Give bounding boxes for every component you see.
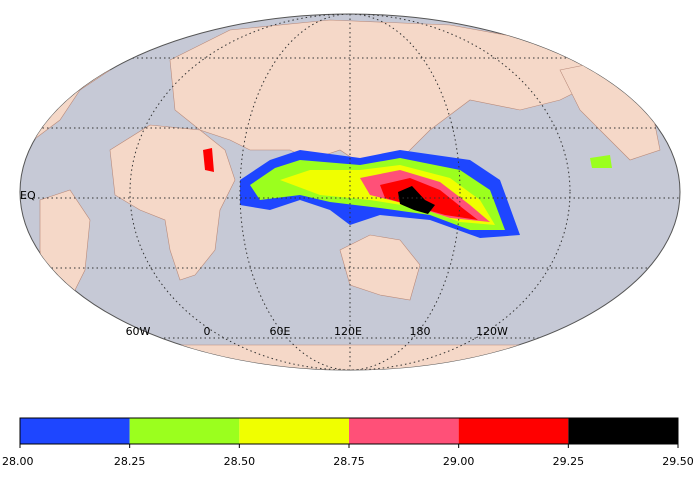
colorbar-segment bbox=[458, 418, 569, 444]
colorbar-segment bbox=[568, 418, 678, 444]
globe: EQ 60W 0 60E 120E 180 120W bbox=[19, 13, 681, 371]
sst-patch bbox=[380, 178, 478, 220]
sst-patch bbox=[590, 155, 612, 168]
colorbar-segment bbox=[349, 418, 459, 444]
longitude-label: 180 bbox=[410, 325, 431, 338]
colorbar-segment bbox=[20, 418, 130, 444]
sst-patch bbox=[398, 186, 435, 214]
colorbar-tick-label: 28.75 bbox=[333, 455, 365, 468]
colorbar-segment bbox=[239, 418, 349, 444]
longitude-label: 0 bbox=[204, 325, 211, 338]
colorbar: 28.00 28.25 28.50 28.75 29.00 29.25 29.50 bbox=[2, 417, 694, 468]
colorbar-tick-label: 29.50 bbox=[662, 455, 694, 468]
longitude-label: 60W bbox=[126, 325, 151, 338]
colorbar-segment bbox=[129, 418, 240, 444]
longitude-label: 60E bbox=[270, 325, 291, 338]
colorbar-tick-label: 29.00 bbox=[443, 455, 475, 468]
longitude-label: 120E bbox=[334, 325, 362, 338]
colorbar-tick-label: 28.50 bbox=[224, 455, 256, 468]
equator-label: EQ bbox=[20, 189, 36, 202]
colorbar-tick-label: 29.25 bbox=[553, 455, 585, 468]
longitude-label: 120W bbox=[476, 325, 508, 338]
colorbar-tick-label: 28.00 bbox=[2, 455, 34, 468]
sst-patch bbox=[203, 148, 214, 172]
colorbar-tick-label: 28.25 bbox=[114, 455, 146, 468]
